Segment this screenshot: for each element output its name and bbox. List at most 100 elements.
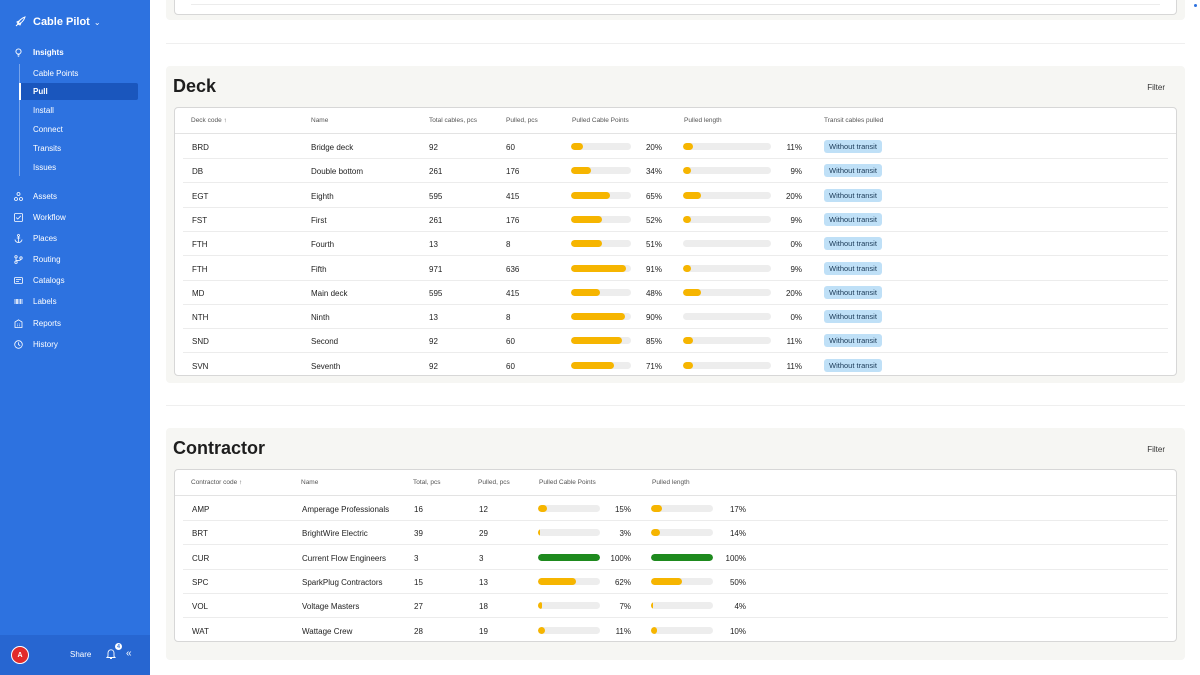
pulled-length-percent: 10%: [729, 626, 746, 636]
total-cell: 261: [429, 215, 443, 225]
table-row[interactable]: SVN Seventh 92 60 71% 11% Without transit: [183, 354, 1168, 378]
sidebar-item-catalogs[interactable]: Catalogs: [14, 273, 65, 287]
progress-fill: [683, 361, 693, 369]
sidebar-subitem-cable-points[interactable]: Cable Points: [33, 68, 79, 78]
progress-bar: [571, 215, 631, 223]
table-row[interactable]: DB Double bottom 261 176 34% 9% Without transi…: [183, 159, 1168, 184]
name-cell: Eighth: [311, 191, 334, 201]
column-header-name[interactable]: Name: [311, 117, 329, 124]
contractor-section: Contractor Filter Contractor code ↑ Name…: [166, 428, 1185, 660]
pulled-points-percent: 100%: [610, 553, 631, 563]
table-row[interactable]: EGT Eighth 595 415 65% 20% Without transit: [183, 184, 1168, 208]
sidebar-item-labels[interactable]: Labels: [14, 294, 57, 308]
filter-button[interactable]: Filter: [1147, 445, 1165, 454]
progress-bar: [683, 191, 771, 199]
sidebar-item-label: Places: [33, 233, 58, 243]
table-row[interactable]: WAT Wattage Crew 28 19 11% 10%: [183, 619, 1168, 643]
table-row[interactable]: NTH Ninth 13 8 90% 0% Without transit: [183, 305, 1168, 330]
filter-button[interactable]: Filter: [1147, 83, 1165, 92]
column-header-pulled-cable-points[interactable]: Pulled Cable Points: [539, 479, 596, 486]
progress-bar: [683, 337, 771, 345]
progress-fill: [683, 191, 701, 199]
sidebar-subitem-transits[interactable]: Transits: [33, 143, 62, 153]
progress-fill: [651, 505, 662, 512]
table-row[interactable]: SND Second 92 60 85% 11% Without transit: [183, 329, 1168, 354]
pulled-length-percent: 0%: [790, 313, 802, 323]
sidebar-subitem-issues[interactable]: Issues: [33, 162, 57, 172]
sidebar-item-insights[interactable]: Insights: [14, 45, 64, 59]
assets-icon: [14, 191, 23, 201]
progress-bar: [571, 337, 631, 345]
table-row[interactable]: BRD Bridge deck 92 60 20% 11% Without transit: [183, 135, 1168, 159]
progress-fill: [538, 577, 577, 585]
name-cell: Double bottom: [311, 167, 364, 177]
bell-icon[interactable]: [106, 648, 116, 660]
progress-bar: [538, 577, 600, 585]
progress-fill: [683, 143, 693, 150]
sidebar-subitem-install[interactable]: Install: [33, 105, 54, 115]
sidebar-item-routing[interactable]: Routing: [14, 252, 61, 266]
table-row[interactable]: AMP Amperage Professionals 16 12 15% 17%: [183, 497, 1168, 521]
transit-badge: Without transit: [824, 310, 882, 324]
table-row[interactable]: BRT BrightWire Electric 39 29 3% 14%: [183, 521, 1168, 546]
name-cell: Voltage Masters: [302, 602, 360, 612]
pulled-points-percent: 85%: [645, 337, 662, 347]
name-cell: Wattage Crew: [302, 626, 353, 636]
collapse-sidebar-icon[interactable]: «: [126, 648, 132, 659]
column-header-pulled-cable-points[interactable]: Pulled Cable Points: [572, 117, 629, 124]
sidebar-item-places[interactable]: Places: [14, 231, 57, 245]
pulled-points-percent: 3%: [619, 529, 631, 539]
progress-fill: [538, 602, 543, 610]
progress-fill: [571, 167, 592, 175]
sidebar-item-history[interactable]: History: [14, 337, 58, 351]
sidebar-item-assets[interactable]: Assets: [14, 189, 57, 203]
table-header: Contractor code ↑ Name Total, pcs Pulled…: [175, 470, 1176, 496]
progress-fill: [683, 215, 691, 223]
column-header-deck-code[interactable]: Deck code ↑: [191, 117, 227, 124]
total-cell: 595: [429, 288, 443, 298]
pulled-cell: 13: [479, 577, 488, 587]
table-row[interactable]: MD Main deck 595 415 48% 20% Without transit: [183, 281, 1168, 305]
progress-fill: [571, 191, 610, 199]
table-row[interactable]: FTH Fourth 13 8 51% 0% Without transit: [183, 232, 1168, 257]
progress-bar: [651, 553, 713, 561]
table-row[interactable]: FTH Fifth 971 636 91% 9% Without transit: [183, 257, 1168, 281]
share-button[interactable]: Share: [70, 650, 92, 659]
column-header-contractor-code[interactable]: Contractor code ↑: [191, 479, 243, 486]
pulled-cell: 12: [479, 505, 488, 514]
column-header-pulled[interactable]: Pulled, pcs: [506, 117, 538, 124]
column-header-total[interactable]: Total, pcs: [413, 479, 441, 486]
table-row[interactable]: VOL Voltage Masters 27 18 7% 4%: [183, 594, 1168, 619]
sidebar-item-reports[interactable]: Reports: [14, 316, 61, 330]
column-header-transit[interactable]: Transit cables pulled: [824, 117, 884, 124]
transit-badge: Without transit: [824, 358, 882, 372]
sidebar-item-label: Routing: [33, 254, 61, 264]
pulled-cell: 60: [506, 337, 515, 347]
table-row[interactable]: SPC SparkPlug Contractors 15 13 62% 50%: [183, 570, 1168, 594]
table-row[interactable]: CUR Current Flow Engineers 3 3 100% 100%: [183, 546, 1168, 570]
name-cell: Amperage Professionals: [302, 505, 390, 514]
pulled-length-percent: 50%: [729, 577, 746, 587]
pulled-points-percent: 48%: [645, 288, 662, 298]
rocket-icon: [15, 16, 26, 27]
table-row[interactable]: FST First 261 176 52% 9% Without transit: [183, 208, 1168, 232]
column-header-pulled[interactable]: Pulled, pcs: [478, 479, 510, 486]
sidebar-item-workflow[interactable]: Workflow: [14, 210, 66, 224]
branch-icon: [14, 254, 23, 264]
app-switcher[interactable]: Cable Pilot ⌄: [14, 14, 101, 30]
app-name: Cable Pilot: [33, 16, 90, 28]
column-header-name[interactable]: Name: [301, 479, 319, 486]
avatar[interactable]: A: [11, 646, 29, 664]
notification-badge: 4: [115, 643, 122, 650]
column-header-total[interactable]: Total cables, pcs: [429, 117, 478, 124]
pulled-points-percent: 15%: [614, 505, 631, 514]
previous-section: [166, 0, 1185, 20]
column-header-pulled-length[interactable]: Pulled length: [652, 479, 690, 486]
pulled-length-percent: 9%: [790, 264, 802, 274]
sidebar-subitem-connect[interactable]: Connect: [33, 124, 63, 134]
column-header-pulled-length[interactable]: Pulled length: [684, 117, 722, 124]
contractor-code-cell: AMP: [192, 505, 210, 514]
active-indicator: [19, 83, 21, 100]
sidebar-subitem-pull[interactable]: Pull: [33, 86, 48, 96]
contractor-code-cell: SPC: [192, 577, 209, 587]
